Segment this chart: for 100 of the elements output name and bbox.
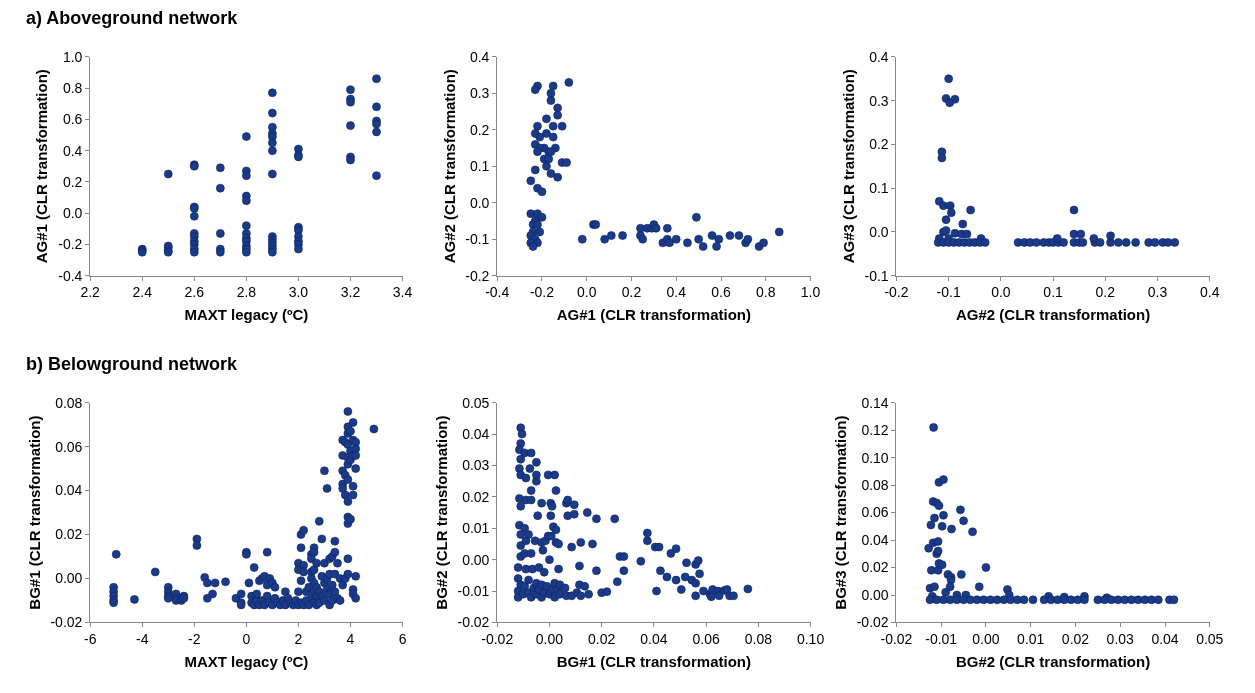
y-tick-label: 0.2 <box>869 136 889 153</box>
y-tick-label: -0.2 <box>58 236 83 253</box>
x-tick-label: 0.3 <box>1147 284 1168 301</box>
y-tick-label: 0.03 <box>462 457 490 474</box>
y-tick-label: 0.3 <box>469 85 490 102</box>
y-axis-title: AG#1 (CLR transformation) <box>33 69 51 264</box>
y-tick-label: 0.2 <box>469 121 490 138</box>
x-tick-label: -4 <box>136 631 149 648</box>
x-axis-title: MAXT legacy (ºC) <box>184 306 309 324</box>
y-axis-title: AG#3 (CLR transformation) <box>839 69 857 264</box>
x-tick-label: 4 <box>346 631 355 648</box>
y-tick-label: 1.0 <box>62 48 83 65</box>
y-tick-label: 0.2 <box>62 173 83 190</box>
y-tick-label: 0.1 <box>869 180 889 197</box>
x-tick-label: 3.4 <box>392 284 413 301</box>
x-tick-label: 0.0 <box>577 284 597 301</box>
x-tick-label: 0.2 <box>1095 284 1116 301</box>
y-axis-title: AG#2 (CLR transformation) <box>440 69 458 264</box>
x-tick-label: 0.04 <box>640 631 668 648</box>
x-tick-label: 0.00 <box>535 631 564 648</box>
x-tick-label: 0.10 <box>796 631 825 648</box>
x-axis-title: AG#2 (CLR transformation) <box>956 306 1151 324</box>
x-tick-label: 1.0 <box>800 284 821 301</box>
y-tick-label: -0.02 <box>856 614 889 631</box>
x-tick-label: -0.1 <box>936 284 961 301</box>
y-axis-title: BG#2 (CLR transformation) <box>432 415 450 610</box>
y-tick-label: 0.1 <box>469 158 490 175</box>
y-tick-label: 0.02 <box>55 526 83 543</box>
x-tick-label: 3.2 <box>340 284 361 301</box>
y-tick-label: -0.4 <box>58 267 83 284</box>
y-tick-label: 0.00 <box>462 551 490 568</box>
x-tick-label: -0.4 <box>485 284 510 301</box>
y-tick-label: 0.08 <box>55 394 83 411</box>
x-tick-label: 0.05 <box>1196 631 1224 648</box>
x-tick-label: -0.02 <box>880 631 913 648</box>
y-tick-label: 0.00 <box>55 570 83 587</box>
x-tick-label: 0.1 <box>1043 284 1064 301</box>
y-tick-label: -0.2 <box>465 267 490 284</box>
y-tick-label: 0.12 <box>861 422 889 439</box>
x-tick-label: 0.08 <box>744 631 773 648</box>
x-tick-label: 0 <box>242 631 251 648</box>
x-tick-label: 0.02 <box>588 631 616 648</box>
x-tick-label: 3.0 <box>288 284 309 301</box>
y-tick-label: 0.3 <box>869 92 889 109</box>
chart-title: b) Belowground network <box>26 354 238 374</box>
x-tick-label: 0.03 <box>1106 631 1135 648</box>
y-tick-label: 0.4 <box>869 48 889 65</box>
x-tick-label: -0.2 <box>884 284 909 301</box>
y-tick-label: 0.8 <box>62 80 83 97</box>
y-tick-label: 0.0 <box>62 205 83 222</box>
y-tick-label: 0.04 <box>55 482 83 499</box>
x-tick-label: 0.4 <box>1200 284 1220 301</box>
x-tick-label: 2.2 <box>80 284 101 301</box>
y-tick-label: 0.01 <box>462 520 490 537</box>
y-tick-label: -0.1 <box>465 231 490 248</box>
y-tick-label: 0.0 <box>469 194 490 211</box>
x-tick-label: -2 <box>188 631 201 648</box>
y-tick-label: 0.02 <box>861 559 889 576</box>
x-tick-label: 0.4 <box>666 284 687 301</box>
x-axis-title: BG#2 (CLR transformation) <box>956 653 1151 671</box>
y-tick-label: 0.08 <box>861 477 889 493</box>
y-tick-label: -0.02 <box>50 614 83 631</box>
x-axis-title: AG#1 (CLR transformation) <box>556 306 751 324</box>
y-tick-label: 0.06 <box>55 438 83 455</box>
y-tick-label: -0.02 <box>457 614 490 631</box>
y-tick-label: 0.04 <box>861 531 889 548</box>
y-tick-label: 0.05 <box>462 394 490 411</box>
y-tick-label: 0.0 <box>869 223 889 240</box>
x-tick-label: 0.02 <box>1061 631 1090 648</box>
y-tick-label: -0.01 <box>457 582 490 599</box>
x-tick-label: 0.01 <box>1017 631 1045 648</box>
x-tick-label: -0.01 <box>925 631 958 648</box>
x-tick-label: 0.00 <box>972 631 1000 648</box>
y-axis-title: BG#3 (CLR transformation) <box>831 415 849 610</box>
y-tick-label: 0.04 <box>462 425 490 442</box>
y-axis-title: BG#1 (CLR transformation) <box>25 415 43 610</box>
y-tick-label: 0.4 <box>62 142 83 159</box>
x-axis-title: MAXT legacy (ºC) <box>184 653 309 671</box>
x-tick-label: 0.8 <box>756 284 776 301</box>
x-tick-label: 0.6 <box>711 284 731 301</box>
x-tick-label: 2.4 <box>132 284 153 301</box>
x-tick-label: 0.2 <box>621 284 642 301</box>
y-tick-label: 0.4 <box>469 48 490 65</box>
x-tick-label: 0.0 <box>991 284 1011 301</box>
x-axis-title: BG#1 (CLR transformation) <box>556 653 751 671</box>
y-tick-label: 0.06 <box>861 504 889 521</box>
x-tick-label: 0.06 <box>692 631 720 648</box>
y-tick-label: -0.1 <box>864 267 889 284</box>
x-tick-label: -0.2 <box>529 284 555 301</box>
x-tick-label: 0.04 <box>1151 631 1179 648</box>
y-tick-label: 0.02 <box>462 488 490 505</box>
y-tick-label: 0.00 <box>861 586 889 603</box>
x-tick-label: 2 <box>294 631 303 648</box>
y-tick-label: 0.10 <box>861 449 889 466</box>
x-tick-label: 2.8 <box>236 284 257 301</box>
x-tick-label: -6 <box>83 631 97 648</box>
y-tick-label: 0.6 <box>62 111 83 128</box>
x-tick-label: 6 <box>398 631 407 648</box>
x-tick-label: 2.6 <box>184 284 205 301</box>
chart-title: a) Aboveground network <box>26 8 239 28</box>
